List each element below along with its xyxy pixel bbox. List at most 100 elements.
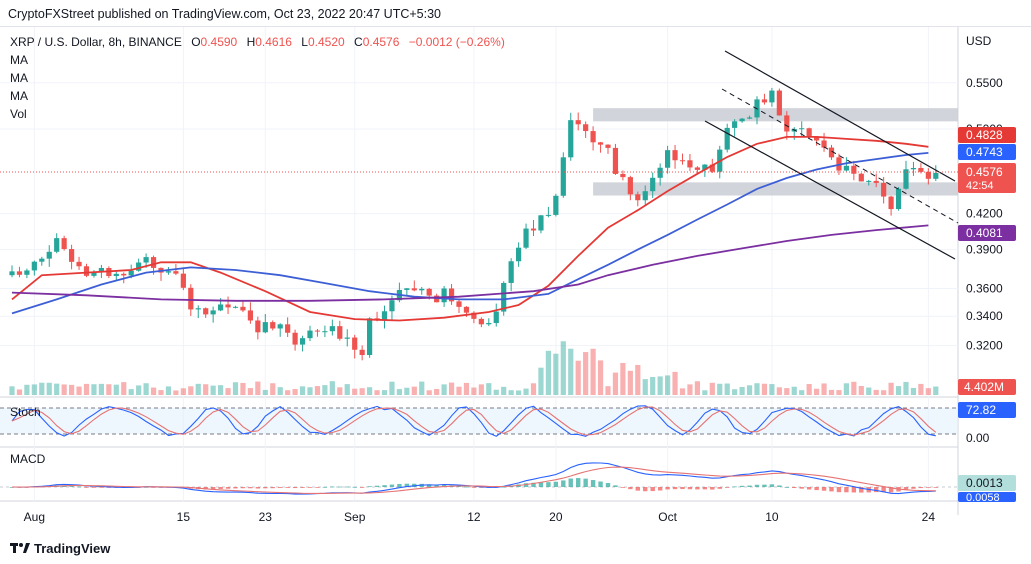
candle-body [620,173,626,178]
chart-container[interactable]: XRP / U.S. Dollar, 8h, BINANCE O0.4590 H… [0,26,1031,535]
volume-bar [54,383,60,395]
macd-histogram-bar [225,487,231,489]
legend-ma-2[interactable]: MA [10,71,28,85]
macd-histogram-bar [471,487,477,488]
candle-body [605,144,611,148]
candle-body [314,330,321,332]
volume-bar [903,381,909,395]
macd-histogram-bar [918,487,924,489]
candle-body [344,337,350,339]
volume-bar [113,384,119,395]
volume-bar [545,350,551,395]
price-chart[interactable]: XRP / U.S. Dollar, 8h, BINANCE O0.4590 H… [0,27,1031,535]
macd-badge-2: 0.0058 [958,492,1016,504]
volume-bar [247,388,253,395]
stoch-lines [11,405,937,437]
macd-histogram-bar [546,482,551,487]
volume-bar [568,348,574,395]
volume-bar [471,387,477,395]
legend-low-label: L [301,35,308,49]
candle-body [121,273,127,276]
candle-body [441,288,447,303]
volume-bar [642,379,648,395]
volume-bar [91,384,97,395]
volume-bar [381,390,388,395]
candle-body [426,288,432,296]
stoch-k-line [11,405,936,437]
volume-bar [575,360,581,395]
macd-histogram-bar [367,486,372,488]
candle-body [709,164,715,172]
volume-bar [776,387,782,395]
volume-bar [329,381,335,395]
candle-body [404,288,410,290]
macd-histogram-bar [829,487,834,492]
macd-histogram-bar [69,486,74,487]
volume-bar [784,388,790,395]
macd-label[interactable]: MACD [10,452,46,466]
volume-bar [448,382,455,395]
volume-bar [24,384,30,395]
candle-body [784,115,790,132]
volume-bar [128,389,134,395]
volume-bar [806,384,812,395]
macd-histogram-bar [76,486,82,488]
candle-body [389,300,395,312]
legend-vol[interactable]: Vol [10,107,27,121]
legend-ma-1[interactable]: MA [10,53,28,67]
macd-histogram-bar [643,487,648,492]
svg-text:XRP / U.S. Dollar, 8h, BINANCE: XRP / U.S. Dollar, 8h, BINANCE O0.4590 H… [10,35,505,49]
volume-bar [910,387,917,395]
candle-body [463,306,470,313]
tradingview-footer[interactable]: TradingView [10,538,110,558]
macd-histogram-bar [903,487,909,490]
macd-histogram-bar [553,481,559,487]
volume-bar [307,387,313,395]
macd-histogram-bar [99,487,104,488]
macd-histogram-bar [911,487,916,489]
volume-bar [694,381,700,395]
volume-bar [225,388,231,395]
legend-change: −0.0012 (−0.26%) [409,35,505,49]
channel-upper-line [724,50,956,182]
macd-histogram-bar [337,486,342,488]
candle-body [583,124,589,132]
volume-bar [352,388,358,395]
volume-bar [627,370,633,395]
volume-bar [262,389,268,395]
candle-body [933,172,939,179]
macd-histogram-bar [672,487,678,490]
channel-lower-line [704,120,956,260]
macd-histogram-bar [747,485,752,487]
macd-histogram-bar [702,487,708,490]
tradingview-logo-icon [10,543,30,553]
macd-histogram-bar [143,486,149,488]
macd-histogram-bar [657,487,663,491]
legend-symbol: XRP / U.S. Dollar, 8h, BINANCE [10,35,182,49]
time-axis: Aug 15 23 Sep 12 20 Oct 10 24 [24,510,936,524]
last-price-text: 0.4576 [966,165,1003,179]
candle-body [203,308,209,315]
time-tick-label: Aug [24,510,45,524]
stoch-label[interactable]: Stoch [10,405,41,419]
price-tick-label: 0.3900 [966,243,1003,257]
time-tick-label: 12 [467,510,481,524]
volume-bar [359,388,365,395]
volume-bar [851,381,857,395]
volume-bar [866,387,872,395]
macd-histogram-bar [531,482,536,487]
legend-ma-3[interactable]: MA [10,89,28,103]
volume-bar [232,382,239,395]
volume-bars [9,341,939,395]
macd-histogram-bar [613,485,618,487]
currency-label[interactable]: USD [966,34,992,48]
macd-histogram-bar [568,478,573,487]
candle-body [545,214,551,216]
candle-body [925,171,931,179]
volume-bar [523,388,529,395]
publisher-text: CryptoFXStreet published on TradingView.… [8,7,442,21]
stoch-badge: 72.82 [958,402,1016,418]
macd-histogram-bar [725,487,730,488]
volume-bar [456,386,462,395]
volume-bar [210,385,216,395]
